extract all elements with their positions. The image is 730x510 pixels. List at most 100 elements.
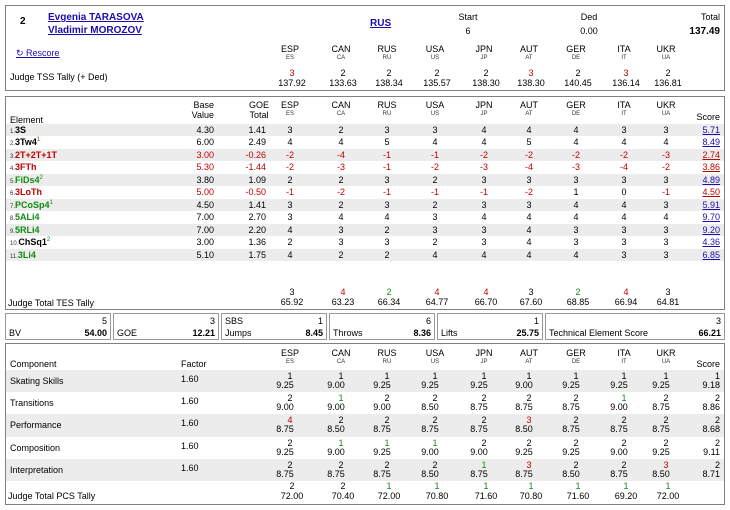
skater2-link[interactable]: Vladimir MOROZOV [48, 25, 142, 36]
element-score-link[interactable]: 6.85 [702, 249, 720, 260]
element-base-value: 5.30 [196, 162, 214, 173]
judge-component-mark: 8.50 [652, 468, 670, 479]
judge-component-rank: 1 [663, 371, 669, 381]
element-row: 1.3S 4.30 1.41 3 2 3 3 4 4 4 3 3 5.71 [6, 124, 724, 137]
element-score-link[interactable]: 4.50 [702, 187, 720, 198]
judge-component-mark: 8.75 [652, 424, 670, 435]
tss-value: 135.57 [423, 78, 451, 88]
judge-goe-mark: 3 [481, 199, 487, 210]
goe-count: 3 [209, 316, 215, 326]
judge-component-rank: 1 [573, 371, 579, 381]
judge-component-mark: 8.50 [562, 468, 580, 479]
total-value: 137.49 [689, 26, 720, 37]
element-goe-total: 1.41 [248, 125, 266, 135]
element-score-link[interactable]: 4.89 [702, 174, 720, 185]
skater1-link[interactable]: Evgenia TARASOVA [48, 12, 144, 23]
judge-code-aut: AUT [520, 100, 538, 110]
judge-goe-mark: -4 [619, 162, 628, 173]
component-name: Interpretation [10, 464, 64, 475]
element-base-value: 6.00 [196, 137, 214, 148]
judge-goe-mark: -3 [336, 162, 345, 173]
pcs-value: 72.00 [377, 491, 401, 501]
pcs-value: 69.20 [614, 491, 638, 501]
element-row: 6.3LoTh 5.00 -0.50 -1 -2 -1 -1 -1 -2 1 0 -1 4.50 [6, 186, 724, 198]
pcs-value: 70.80 [519, 491, 543, 501]
tes-rank: 2 [575, 287, 581, 297]
judge-component-rank: 3 [526, 459, 532, 470]
element-row: 5.FiDs42 3.80 1.09 2 2 3 2 3 3 3 3 3 4.89 [6, 173, 724, 187]
total-label: Total [700, 12, 720, 22]
element-score-link[interactable]: 9.20 [702, 224, 720, 235]
component-factor: 1.60 [181, 462, 199, 473]
element-score-link[interactable]: 5.91 [702, 199, 720, 210]
element-score-link[interactable]: 4.36 [702, 237, 720, 248]
judge-component-rank: 1 [287, 371, 293, 381]
judge-goe-mark: -1 [661, 187, 670, 198]
judge-goe-mark: 3 [663, 224, 669, 235]
judge-component-mark: 9.00 [327, 380, 345, 390]
element-name: 5.FiDs42 [10, 175, 43, 185]
judge-component-rank: 1 [432, 371, 438, 381]
judge-goe-mark: 4 [287, 224, 293, 235]
element-goe-total: -0.50 [245, 187, 266, 198]
judge-goe-mark: -2 [285, 162, 294, 173]
judge-abbr-esp: ES [285, 55, 294, 61]
judge-component-rank: 2 [384, 415, 390, 426]
judge-component-rank: 1 [384, 437, 390, 448]
tes-box: 3 Technical Element Score 66.21 [545, 313, 725, 340]
judge-goe-mark: -1 [382, 187, 391, 198]
judge-goe-mark: 3 [384, 174, 390, 185]
jumps-value: 8.45 [305, 328, 323, 338]
judge-component-rank: 2 [621, 459, 627, 470]
tes-value: 66.94 [614, 297, 638, 307]
element-number: 3. [10, 153, 16, 160]
judge-component-mark: 9.25 [562, 380, 580, 390]
judge-goe-mark: 3 [432, 212, 438, 223]
rescore-button[interactable]: ↻ Rescore [16, 48, 60, 58]
ded-label: Ded [580, 12, 598, 22]
element-score-link[interactable]: 2.74 [702, 149, 720, 160]
tss-rank: 3 [528, 68, 534, 78]
component-score: 9.11 [703, 446, 720, 457]
judge-component-rank: 2 [573, 459, 579, 470]
jumps-label: Jumps [225, 328, 252, 338]
pcs-value: 71.60 [566, 491, 590, 501]
pcs-panel: Component Factor Score ESP ES CAN CA RUS RU US… [5, 343, 725, 505]
judge-goe-mark: 4 [481, 125, 487, 135]
jumps-count: 1 [317, 316, 323, 326]
header-panel: 2 Evgenia TARASOVA Vladimir MOROZOV RUS … [5, 5, 725, 91]
judge-goe-mark: 3 [384, 237, 390, 248]
base-value-header-1: Base [193, 100, 214, 110]
component-score: 8.68 [702, 424, 720, 435]
component-rank: 2 [714, 415, 720, 426]
judge-component-mark: 8.50 [515, 424, 533, 435]
element-base-value: 7.00 [196, 212, 214, 223]
judge-code-ukr: UKR [656, 44, 676, 54]
nation-link[interactable]: RUS [370, 18, 392, 29]
pcs-value: 72.00 [656, 491, 680, 501]
judge-code-aut: AUT [520, 44, 538, 54]
tss-rank: 3 [289, 68, 295, 78]
element-score-link[interactable]: 8.49 [702, 137, 720, 148]
component-row: Composition 1.60 2 9.25 1 9.00 1 9.25 1 9.00 2 9.00… [6, 437, 724, 459]
component-score: 9.18 [702, 380, 720, 390]
element-number: 4. [10, 166, 16, 173]
judge-goe-mark: 3 [621, 125, 627, 135]
judge-abbr-ger: DE [571, 55, 581, 61]
judge-goe-mark: 3 [663, 174, 669, 185]
judge-goe-mark: 2 [338, 249, 344, 260]
judge-component-mark: 8.50 [421, 468, 439, 479]
element-name: 2.3Tw41 [10, 137, 40, 147]
judge-goe-mark: -2 [479, 149, 488, 160]
element-number: 5. [10, 178, 16, 185]
element-score-link[interactable]: 9.70 [702, 212, 720, 223]
judge-goe-mark: 3 [481, 237, 487, 248]
sbs-label: SBS [225, 316, 244, 326]
tes-value: 66.21 [698, 328, 721, 338]
throws-count: 6 [425, 316, 431, 326]
element-score-link[interactable]: 5.71 [702, 125, 720, 135]
judge-abbr-rus: RU [382, 359, 392, 365]
start-label: Start [458, 12, 478, 22]
judge-goe-mark: -4 [524, 162, 533, 173]
element-score-link[interactable]: 3.86 [702, 162, 720, 173]
